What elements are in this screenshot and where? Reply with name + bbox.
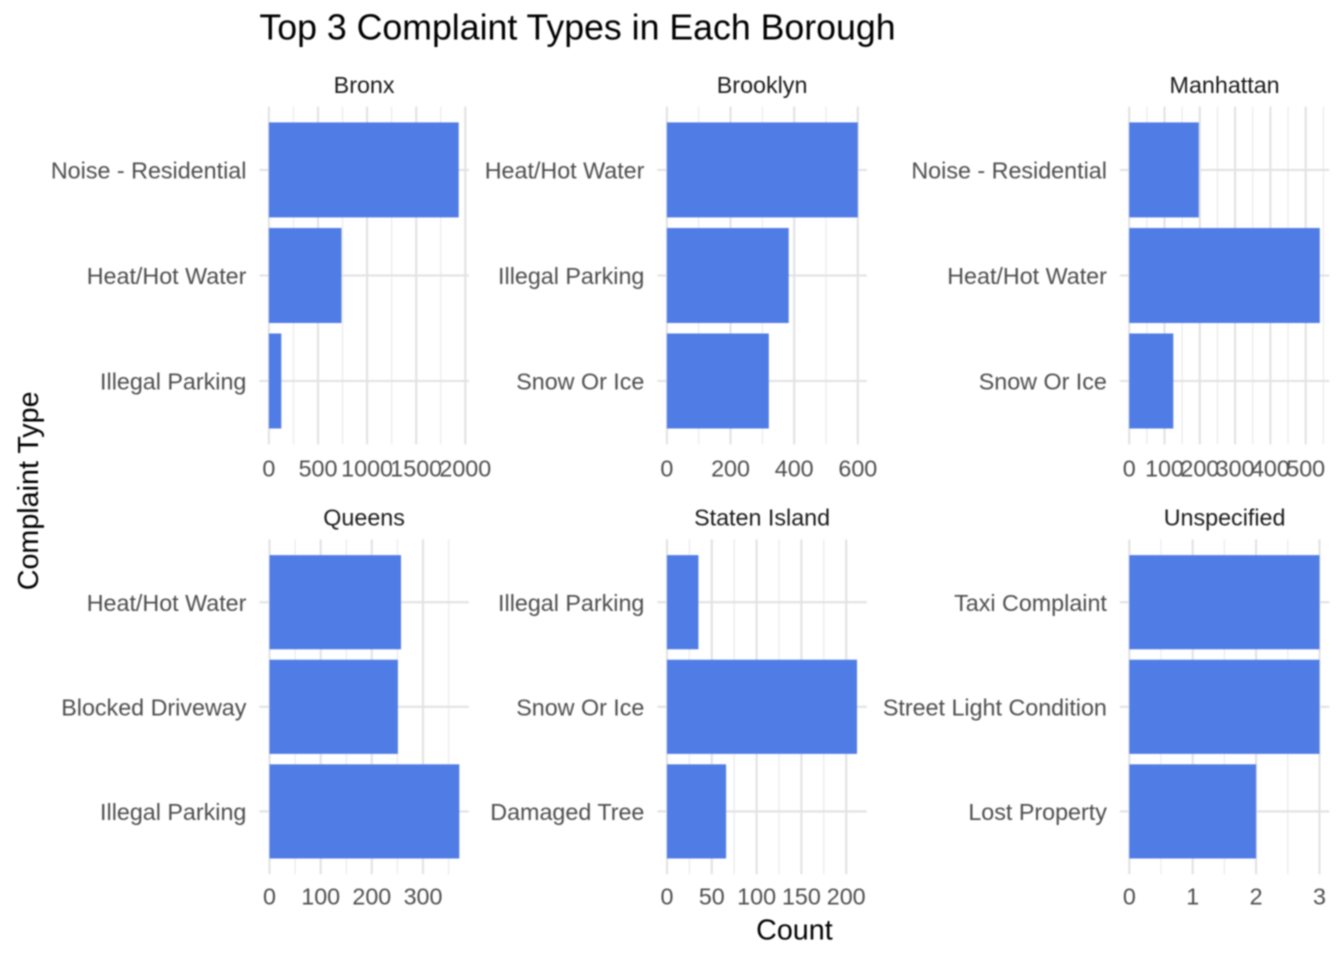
svg-text:3: 3 — [1313, 883, 1326, 909]
svg-text:400: 400 — [1251, 456, 1290, 482]
svg-text:Blocked Driveway: Blocked Driveway — [61, 694, 246, 720]
svg-text:2: 2 — [1250, 883, 1263, 909]
svg-text:Street Light Condition: Street Light Condition — [883, 694, 1107, 720]
svg-text:Unspecified: Unspecified — [1164, 505, 1286, 531]
svg-text:100: 100 — [301, 883, 340, 909]
svg-text:Illegal Parking: Illegal Parking — [100, 799, 246, 825]
svg-text:200: 200 — [711, 456, 750, 482]
svg-text:1000: 1000 — [341, 456, 393, 482]
svg-text:Heat/Hot Water: Heat/Hot Water — [485, 158, 645, 184]
svg-text:400: 400 — [775, 456, 814, 482]
svg-text:0: 0 — [262, 456, 275, 482]
svg-text:200: 200 — [352, 883, 391, 909]
svg-text:Snow Or Ice: Snow Or Ice — [516, 694, 644, 720]
svg-text:Brooklyn: Brooklyn — [717, 72, 808, 98]
svg-text:Illegal Parking: Illegal Parking — [498, 263, 644, 289]
svg-text:Lost Property: Lost Property — [968, 799, 1107, 825]
svg-text:Illegal Parking: Illegal Parking — [100, 369, 246, 395]
svg-text:300: 300 — [1216, 456, 1255, 482]
svg-text:0: 0 — [661, 883, 674, 909]
svg-text:Taxi Complaint: Taxi Complaint — [954, 590, 1107, 616]
svg-text:500: 500 — [1286, 456, 1325, 482]
svg-text:500: 500 — [299, 456, 338, 482]
svg-text:Noise - Residential: Noise - Residential — [51, 158, 247, 184]
svg-text:Illegal Parking: Illegal Parking — [498, 590, 644, 616]
svg-text:0: 0 — [263, 883, 276, 909]
svg-text:Heat/Hot Water: Heat/Hot Water — [87, 590, 247, 616]
svg-text:Top 3 Complaint Types in Each: Top 3 Complaint Types in Each Borough — [259, 8, 895, 48]
svg-text:2000: 2000 — [439, 456, 491, 482]
svg-text:1500: 1500 — [390, 456, 442, 482]
svg-text:Count: Count — [756, 914, 833, 946]
svg-text:Staten Island: Staten Island — [694, 505, 830, 531]
svg-text:Snow Or Ice: Snow Or Ice — [979, 369, 1107, 395]
svg-text:1: 1 — [1186, 883, 1199, 909]
svg-text:200: 200 — [1180, 456, 1219, 482]
svg-text:0: 0 — [660, 456, 673, 482]
svg-text:Bronx: Bronx — [334, 72, 395, 98]
svg-text:100: 100 — [737, 883, 776, 909]
svg-text:Manhattan: Manhattan — [1170, 72, 1280, 98]
svg-text:50: 50 — [699, 883, 725, 909]
svg-text:Noise - Residential: Noise - Residential — [911, 158, 1107, 184]
svg-text:0: 0 — [1123, 456, 1136, 482]
svg-text:200: 200 — [827, 883, 866, 909]
svg-text:Heat/Hot Water: Heat/Hot Water — [947, 263, 1107, 289]
svg-text:Heat/Hot Water: Heat/Hot Water — [87, 263, 247, 289]
svg-text:0: 0 — [1123, 883, 1136, 909]
svg-text:Damaged Tree: Damaged Tree — [490, 799, 644, 825]
svg-text:150: 150 — [782, 883, 821, 909]
svg-text:600: 600 — [838, 456, 877, 482]
svg-text:100: 100 — [1145, 456, 1184, 482]
svg-text:300: 300 — [404, 883, 443, 909]
svg-text:Complaint Type: Complaint Type — [13, 391, 45, 590]
svg-text:Snow Or Ice: Snow Or Ice — [516, 369, 644, 395]
svg-text:Queens: Queens — [323, 505, 405, 531]
